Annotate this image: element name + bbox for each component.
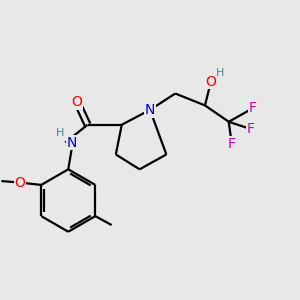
Text: N: N bbox=[67, 136, 77, 150]
Text: F: F bbox=[247, 122, 255, 136]
Text: H: H bbox=[216, 68, 224, 78]
Text: F: F bbox=[248, 101, 256, 116]
Text: O: O bbox=[72, 95, 83, 110]
Text: H: H bbox=[56, 128, 64, 138]
Text: O: O bbox=[206, 75, 216, 88]
Text: O: O bbox=[14, 176, 25, 190]
Text: F: F bbox=[228, 137, 236, 151]
Text: N: N bbox=[145, 103, 155, 117]
